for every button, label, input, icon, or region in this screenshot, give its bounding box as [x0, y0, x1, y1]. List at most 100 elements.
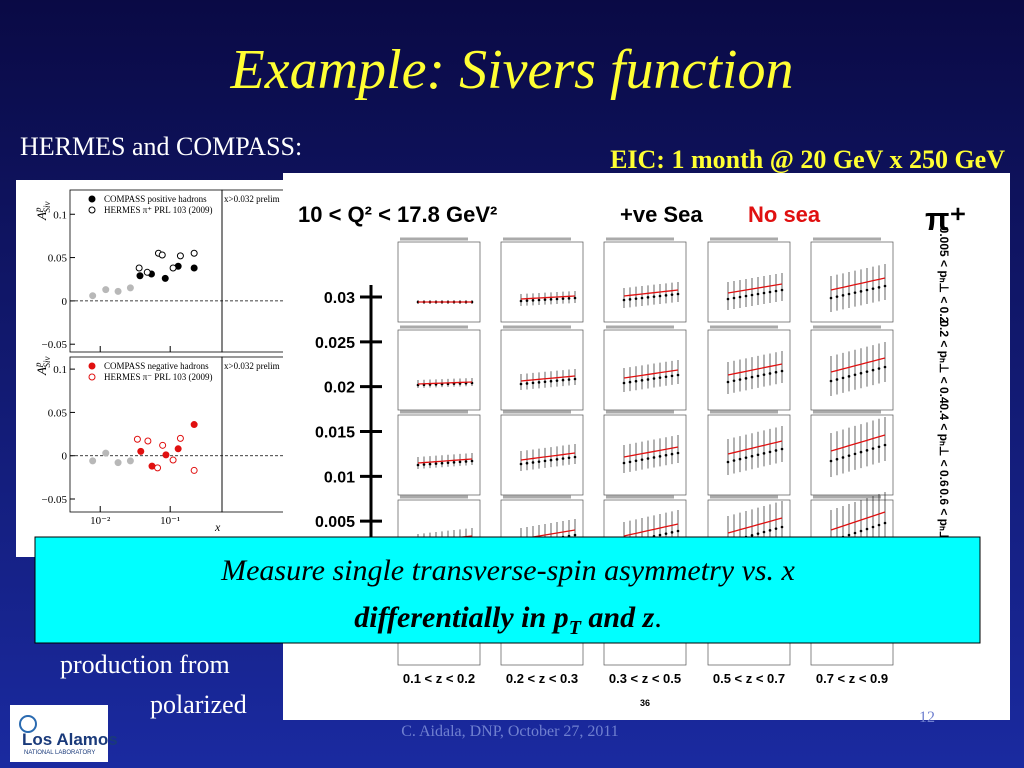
mini-point	[628, 460, 632, 464]
data-point	[190, 466, 198, 474]
mini-point	[652, 456, 656, 459]
y-tick-label: 0.02	[324, 380, 355, 397]
body-text: polarized	[150, 690, 247, 719]
mini-point	[865, 527, 869, 531]
row-label: 0.2 < pₕ⊥ < 0.4	[937, 320, 951, 404]
legend-marker	[88, 206, 96, 214]
mini-point	[859, 290, 863, 293]
mini-point	[762, 530, 766, 534]
footer-text: C. Aidala, DNP, October 27, 2011	[401, 723, 619, 740]
mini-point	[549, 298, 553, 301]
mini-curve	[520, 452, 576, 461]
mini-point	[756, 532, 760, 535]
mini-point	[750, 293, 754, 297]
mini-point	[738, 378, 742, 381]
legend-label: HERMES π⁺ PRL 103 (2009)	[104, 205, 212, 215]
mini-point	[865, 288, 869, 292]
slide-number: 12	[919, 709, 935, 726]
mini-point	[762, 373, 766, 376]
mini-panel	[603, 241, 687, 323]
data-point	[102, 286, 110, 294]
mini-point	[841, 294, 845, 297]
y-tick-label: 0.01	[324, 469, 355, 486]
data-point	[89, 457, 97, 465]
mini-point	[768, 290, 772, 294]
mini-point	[883, 365, 887, 369]
y-tick-label: 0.03	[324, 290, 355, 307]
mini-point	[883, 443, 887, 447]
mini-point	[676, 292, 680, 296]
mini-curve	[623, 446, 679, 458]
mini-point	[555, 297, 559, 301]
mini-point	[543, 459, 547, 463]
right-heading: EIC: 1 month @ 20 GeV x 250 GeV	[610, 145, 1005, 174]
mini-point	[853, 452, 857, 456]
mini-point	[664, 375, 668, 379]
data-point	[159, 441, 167, 449]
label-base: A	[34, 367, 49, 376]
mini-point	[634, 297, 638, 300]
mini-point	[646, 296, 650, 299]
mini-point	[768, 372, 772, 375]
mini-point	[561, 457, 565, 460]
mini-curve	[727, 363, 783, 376]
mini-point	[750, 534, 754, 537]
mini-point	[859, 450, 863, 454]
data-point	[126, 457, 134, 465]
particle-label: π⁺	[925, 201, 966, 237]
mini-point	[829, 379, 833, 383]
mini-panel	[500, 329, 584, 411]
mini-point	[561, 297, 565, 300]
legend-note: x>0.032 prelim	[224, 194, 280, 204]
mini-curve	[830, 434, 886, 452]
mini-point	[446, 461, 450, 465]
axes-frame	[221, 356, 300, 513]
mini-point	[871, 525, 875, 529]
label-base: A	[34, 212, 49, 221]
mini-point	[537, 381, 541, 384]
mini-point	[464, 460, 468, 463]
legend-marker	[88, 362, 96, 370]
mini-panel	[397, 329, 481, 411]
label-sub: Siv	[42, 357, 52, 368]
mini-point	[537, 460, 541, 463]
column-label: 0.5 < z < 0.7	[713, 671, 785, 686]
mini-point	[877, 286, 881, 289]
mini-point	[658, 455, 662, 458]
mini-point	[452, 461, 456, 464]
mini-point	[738, 295, 742, 299]
label-sup: p	[33, 362, 43, 368]
mini-point	[670, 374, 674, 378]
mini-point	[847, 454, 851, 457]
mini-point	[877, 445, 881, 449]
mini-point	[738, 457, 742, 461]
label-sup: p	[33, 207, 43, 213]
mini-panel	[707, 329, 791, 411]
mini-panel	[707, 414, 791, 496]
mini-point	[664, 532, 668, 535]
mini-panel	[397, 241, 481, 323]
mini-point	[841, 456, 845, 459]
data-point	[143, 268, 151, 276]
y-tick-label: 0.05	[48, 407, 68, 419]
mini-panel	[397, 414, 481, 496]
mini-point	[774, 289, 778, 293]
mini-curve	[623, 369, 679, 379]
callout-end: .	[654, 601, 662, 634]
data-point	[169, 456, 177, 464]
callout-box	[34, 536, 981, 644]
mini-point	[549, 379, 553, 383]
mini-curve	[623, 289, 679, 297]
mini-point	[416, 463, 420, 467]
label-sub: Siv	[42, 202, 52, 213]
data-point	[114, 459, 122, 467]
mini-point	[440, 461, 444, 465]
mini-point	[652, 377, 656, 380]
mini-point	[567, 297, 571, 300]
mini-point	[573, 377, 577, 381]
mini-point	[859, 529, 863, 533]
data-point	[102, 449, 110, 457]
mini-point	[434, 462, 438, 465]
data-point	[144, 437, 152, 445]
legend-marker	[88, 373, 96, 381]
